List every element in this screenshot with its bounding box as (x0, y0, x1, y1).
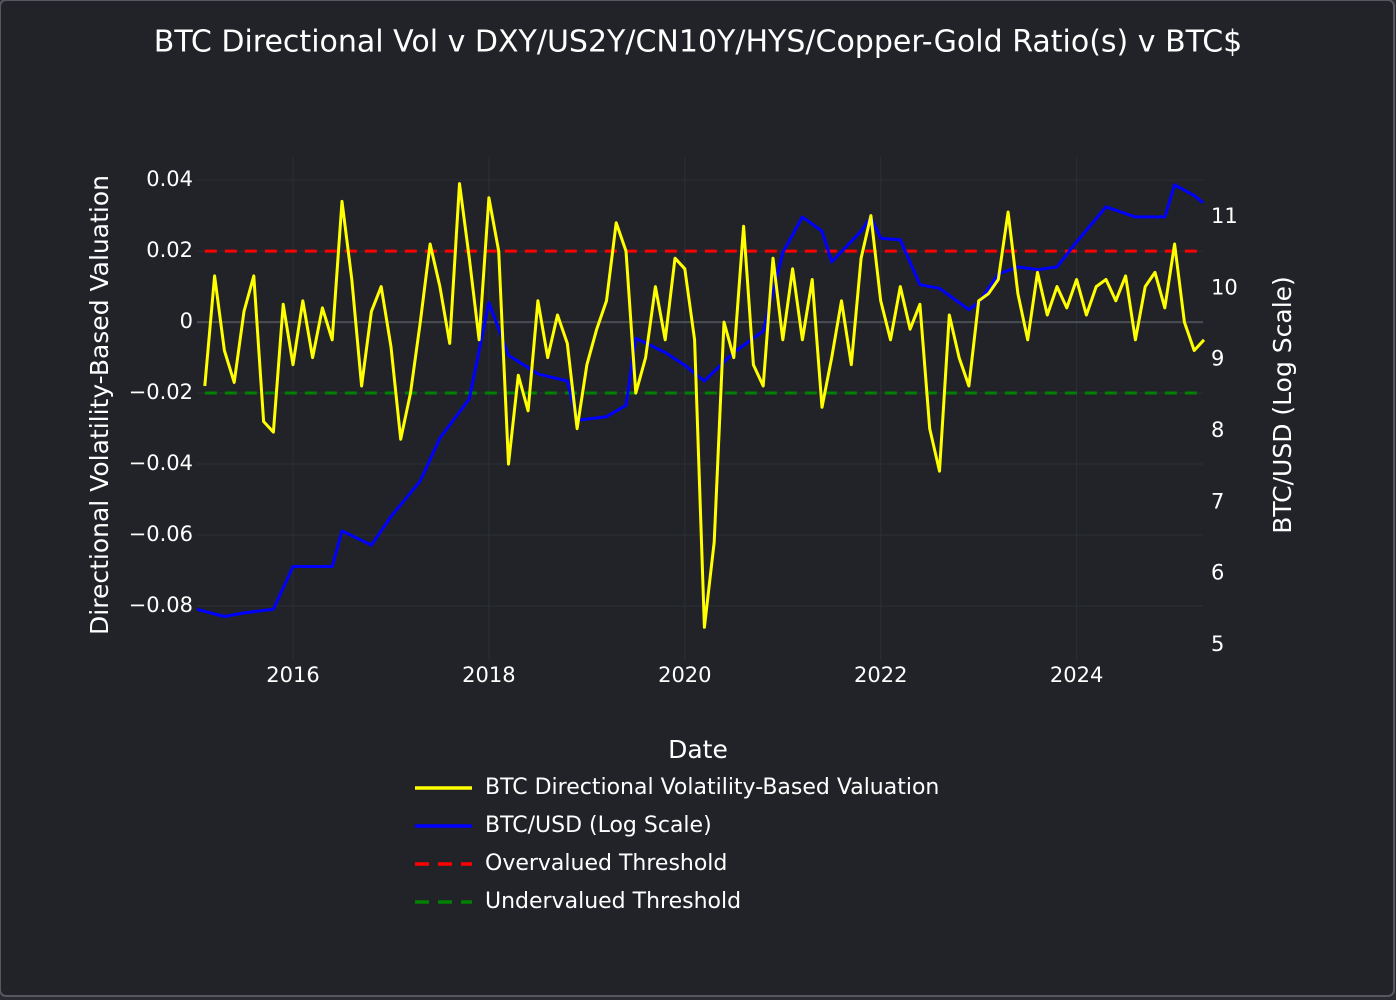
x-tick-label: 2020 (658, 663, 711, 687)
x-tick-label: 2022 (854, 663, 907, 687)
x-axis-title: Date (668, 735, 728, 764)
y-tick-label: −0.08 (129, 593, 193, 617)
legend-label: Undervalued Threshold (485, 889, 741, 914)
x-tick-label: 2024 (1050, 663, 1103, 687)
line-series (196, 183, 1204, 618)
y2-tick-label: 11 (1211, 204, 1238, 228)
y2-axis-title: BTC/USD (Log Scale) (1268, 276, 1297, 534)
y2-tick-label: 6 (1211, 561, 1224, 585)
chart-title: BTC Directional Vol v DXY/US2Y/CN10Y/HYS… (154, 25, 1243, 60)
y-tick-label: 0.02 (146, 238, 193, 262)
y2-tick-label: 8 (1211, 418, 1224, 442)
y2-tick-label: 7 (1211, 489, 1224, 513)
y-tick-label: −0.04 (129, 451, 193, 475)
x-tick-label: 2018 (462, 663, 515, 687)
y-tick-label: 0 (180, 309, 193, 333)
y2-tick-label: 9 (1211, 347, 1224, 371)
legend-label: BTC/USD (Log Scale) (485, 813, 712, 838)
line-series (203, 182, 1206, 629)
y-tick-label: −0.06 (129, 522, 193, 546)
x-tick-label: 2016 (266, 663, 319, 687)
y-tick-label: −0.02 (129, 380, 193, 404)
legend-label: Overvalued Threshold (485, 851, 727, 876)
legend-label: BTC Directional Volatility-Based Valuati… (485, 775, 939, 800)
plot-area (197, 157, 1203, 660)
y2-tick-label: 5 (1211, 632, 1224, 656)
y-tick-label: 0.04 (146, 167, 193, 191)
y-axis-title: Directional Volatility-Based Valuation (85, 175, 114, 635)
y2-tick-label: 10 (1211, 275, 1238, 299)
